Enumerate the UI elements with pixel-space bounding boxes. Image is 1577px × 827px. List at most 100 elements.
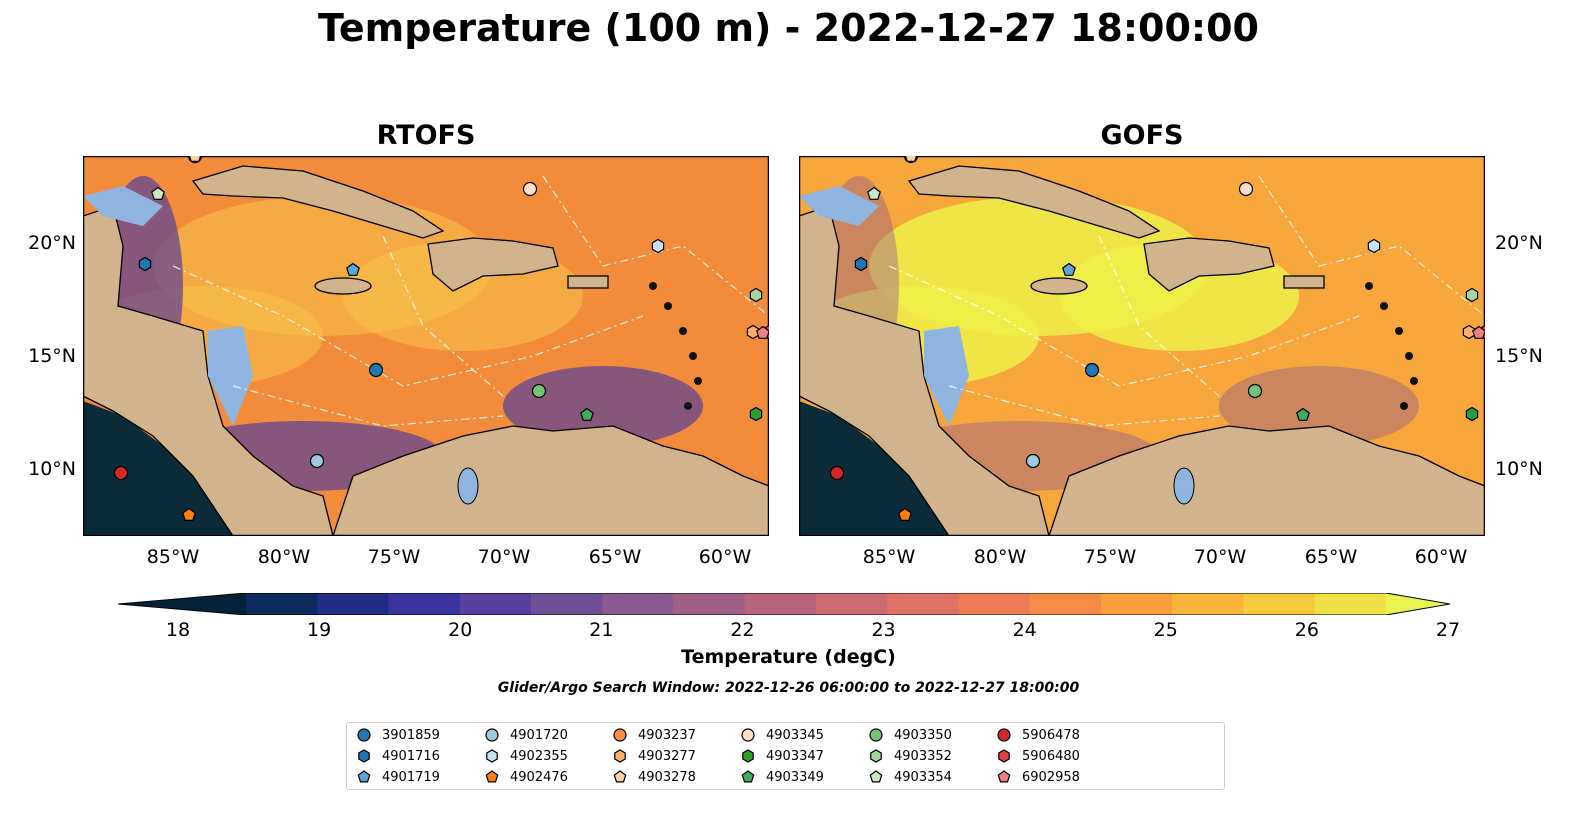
colorbar-tick-label: 21: [589, 619, 614, 641]
colorbar-segment: [531, 593, 603, 615]
colorbar-segment: [317, 593, 389, 615]
legend-item: 4901719: [355, 768, 440, 786]
gofs-antilles-island: [1400, 402, 1408, 410]
colorbar-tick-label: 26: [1294, 619, 1319, 641]
gofs-marker-3901859: [1084, 362, 1100, 378]
rtofs-lake-maracaibo: [457, 467, 479, 505]
gofs-jamaica-land: [1030, 277, 1088, 295]
colorbar-tick-label: 23: [871, 619, 896, 641]
gofs-eez-boundary: [948, 385, 1220, 427]
rtofs-marker-4903278: [188, 156, 202, 162]
pentagon-marker-icon: [741, 770, 755, 783]
legend-label: 4901716: [382, 748, 440, 764]
rtofs-map-frame: [83, 156, 769, 536]
colorbar-tick-label: 22: [730, 619, 755, 641]
hexagon-marker-icon: [870, 749, 882, 763]
colorbar-segment: [744, 593, 817, 615]
legend-label: 5906478: [1022, 727, 1080, 743]
circle-marker-icon: [613, 728, 627, 742]
pentagon-marker-icon: [613, 770, 627, 783]
legend-item: 4903345: [739, 726, 824, 744]
rtofs-antilles-island: [679, 327, 687, 335]
colorbar-label: Temperature (degC): [681, 646, 896, 668]
colorbar-extend-low: [118, 593, 246, 615]
rtofs-lon-tick-label: 60°W: [698, 546, 752, 568]
gofs-antilles-island: [1380, 302, 1388, 310]
legend-item: 4903352: [867, 747, 952, 765]
legend-marker-4903349: [741, 770, 755, 783]
rtofs-antilles-island: [689, 352, 697, 360]
gofs-map-frame: [799, 156, 1485, 536]
rtofs-lon-tick-label: 85°W: [146, 546, 200, 568]
legend-marker-5906480: [998, 749, 1010, 763]
rtofs-lon-tick-label: 70°W: [477, 546, 531, 568]
colorbar-segment: [246, 593, 318, 615]
colorbar-segment: [887, 593, 959, 615]
legend-marker-4903350: [869, 728, 883, 742]
panel-title-rtofs: RTOFS: [376, 120, 476, 151]
gofs-marker-4901719: [1062, 262, 1076, 276]
legend-label: 4901720: [510, 727, 568, 743]
gofs-lon-tick-label: 65°W: [1304, 546, 1358, 568]
legend-item: 3901859: [355, 726, 440, 744]
gofs-marker-4903352: [1465, 287, 1479, 303]
legend-item: 4903277: [611, 747, 696, 765]
legend-label: 4903350: [894, 727, 952, 743]
legend-item: 5906480: [995, 747, 1080, 765]
gofs-marker-4903349: [1296, 407, 1310, 421]
gofs-marker-4902476: [898, 507, 912, 521]
rtofs-lat-tick-label: 10°N: [28, 458, 76, 480]
gofs-lon-tick-label: 60°W: [1414, 546, 1468, 568]
gofs-south-america-land: [1048, 425, 1485, 536]
rtofs-temperature-map: [83, 156, 769, 536]
legend-marker-4902355: [486, 749, 498, 763]
gofs-marker-4903347: [1465, 406, 1479, 422]
rtofs-cool-region: [503, 366, 703, 446]
colorbar-segment: [602, 593, 674, 615]
legend-item: 4903347: [739, 747, 824, 765]
legend-label: 4902355: [510, 748, 568, 764]
gofs-pacific-ocean: [799, 401, 949, 536]
gofs-puerto-rico-land: [1283, 275, 1325, 289]
pentagon-marker-icon: [485, 770, 499, 783]
rtofs-marker-4902476: [182, 507, 196, 521]
rtofs-marker-4903352: [749, 287, 763, 303]
rtofs-antilles-island: [694, 377, 702, 385]
rtofs-marker-4903350: [531, 383, 547, 399]
hexagon-marker-icon: [998, 749, 1010, 763]
rtofs-marker-4901719: [346, 262, 360, 276]
gofs-lat-tick-label: 15°N: [1495, 345, 1543, 367]
colorbar-segment: [459, 593, 532, 615]
colorbar-segment: [1314, 593, 1387, 615]
legend-item: 4902355: [483, 747, 568, 765]
legend-label: 4903347: [766, 748, 824, 764]
gofs-lon-tick-label: 70°W: [1193, 546, 1247, 568]
legend-label: 4903349: [766, 769, 824, 785]
rtofs-marker-4903345: [522, 181, 538, 197]
rtofs-marker-4903347: [749, 406, 763, 422]
rtofs-lon-tick-label: 75°W: [367, 546, 421, 568]
legend-label: 5906480: [1022, 748, 1080, 764]
legend-marker-4903354: [869, 770, 883, 783]
rtofs-marker-3901859: [368, 362, 384, 378]
gofs-lake-maracaibo: [1173, 467, 1195, 505]
legend-label: 4903354: [894, 769, 952, 785]
gofs-marker-4903277: [1462, 324, 1476, 340]
legend-item: 4903350: [867, 726, 952, 744]
legend-item: 4903278: [611, 768, 696, 786]
legend-marker-3901859: [357, 728, 371, 742]
gofs-marker-4902355: [1367, 238, 1381, 254]
legend-item: 4901720: [483, 726, 568, 744]
legend-label: 3901859: [382, 727, 440, 743]
legend-marker-4903277: [614, 749, 626, 763]
legend-label: 4902476: [510, 769, 568, 785]
hexagon-marker-icon: [742, 749, 754, 763]
gofs-shelf-water: [799, 186, 879, 226]
hexagon-marker-icon: [358, 749, 370, 763]
gofs-lat-tick-label: 10°N: [1495, 458, 1543, 480]
rtofs-lon-tick-label: 80°W: [257, 546, 311, 568]
circle-marker-icon: [741, 728, 755, 742]
colorbar-tick-label: 24: [1012, 619, 1037, 641]
legend-marker-4901720: [485, 728, 499, 742]
figure-title: Temperature (100 m) - 2022-12-27 18:00:0…: [317, 6, 1259, 50]
